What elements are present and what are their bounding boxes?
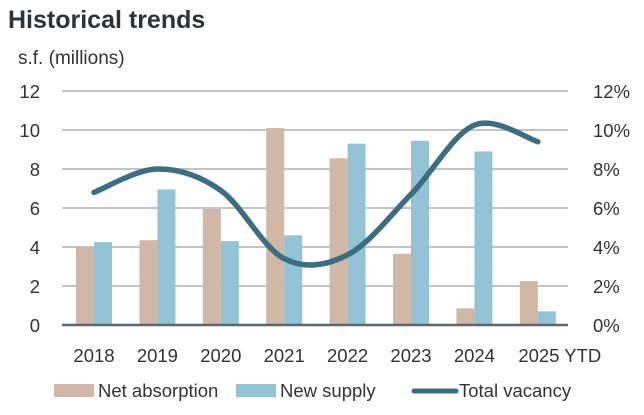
x-tick-label: 2022 <box>327 345 368 366</box>
bar-new-supply <box>411 140 429 325</box>
y-tick-label: 6 <box>30 198 40 219</box>
y2-tick-label: 4% <box>593 237 620 258</box>
y2-tick-label: 12% <box>593 81 630 102</box>
bars <box>76 128 556 325</box>
bar-new-supply <box>474 151 493 325</box>
y-tick-label: 4 <box>30 237 40 258</box>
bar-new-supply <box>284 235 303 325</box>
x-tick-label: 2020 <box>200 345 241 366</box>
y-tick-label: 2 <box>30 276 40 297</box>
x-tick-label: 2018 <box>73 345 114 366</box>
y-tick-label: 8 <box>30 159 40 180</box>
legend-label: Net absorption <box>98 380 218 401</box>
bar-new-supply <box>537 311 556 325</box>
x-tick-label: 2019 <box>137 345 178 366</box>
y2-tick-label: 2% <box>593 276 620 297</box>
line-total-vacancy <box>91 120 541 268</box>
bar-net-absorption <box>329 158 348 325</box>
y-tick-label: 10 <box>19 120 40 141</box>
legend-item-net-absorption: Net absorption <box>54 380 218 401</box>
legend-label: New supply <box>280 380 376 401</box>
legend: Net absorption New supply Total vacancy <box>54 380 572 401</box>
chart-title: Historical trends <box>8 6 205 34</box>
x-axis-ticks: 2018 2019 2020 2021 2022 2023 2024 2025 YTD <box>73 345 601 366</box>
vacancy-line-group <box>91 120 541 268</box>
legend-swatch <box>54 384 94 397</box>
bar-new-supply <box>157 189 176 325</box>
x-tick-label: 2021 <box>264 345 305 366</box>
bar-net-absorption <box>202 208 221 325</box>
y2-tick-label: 8% <box>593 159 620 180</box>
x-tick-label: 2024 <box>454 345 495 366</box>
bar-new-supply <box>347 143 366 325</box>
legend-item-new-supply: New supply <box>236 380 376 401</box>
bar-new-supply <box>94 242 112 325</box>
y-tick-label: 0 <box>30 315 40 336</box>
y2-tick-label: 6% <box>593 198 620 219</box>
y2-tick-label: 10% <box>593 120 630 141</box>
x-tick-label: 2025 YTD <box>518 345 601 366</box>
y-tick-label: 12 <box>19 81 40 102</box>
bar-new-supply <box>220 241 239 325</box>
y2-tick-label: 0% <box>593 315 620 336</box>
legend-swatch <box>236 384 276 397</box>
bar-net-absorption <box>456 308 475 325</box>
x-tick-label: 2023 <box>390 345 431 366</box>
y-axis-label: s.f. (millions) <box>18 48 125 69</box>
bar-net-absorption <box>76 247 94 325</box>
bar-net-absorption <box>519 281 538 325</box>
y-axis-ticks: 0 2 4 6 8 10 12 <box>19 81 40 336</box>
bar-net-absorption <box>139 240 158 325</box>
y2-axis-ticks: 0% 2% 4% 6% 8% 10% 12% <box>593 81 630 336</box>
bar-net-absorption <box>266 128 285 325</box>
bar-net-absorption <box>393 253 411 325</box>
legend-label: Total vacancy <box>459 380 572 401</box>
legend-item-total-vacancy: Total vacancy <box>411 380 572 401</box>
